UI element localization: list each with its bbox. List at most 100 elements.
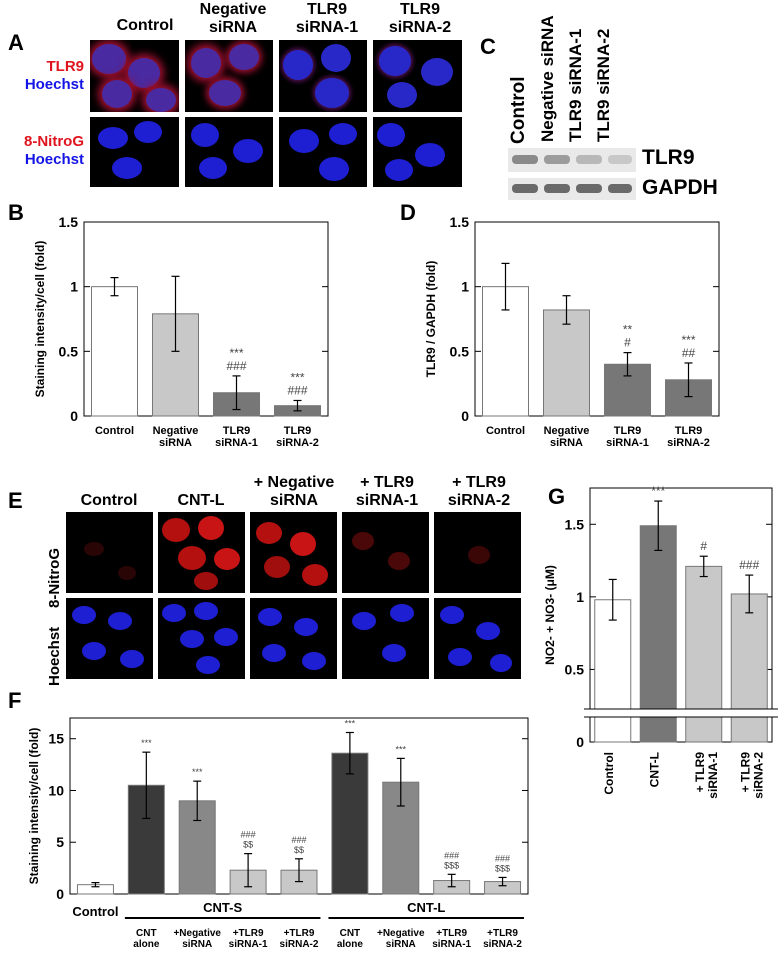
panel-a-row2-stain: 8-NitroG (24, 133, 84, 150)
plot-frame (589, 487, 773, 743)
x-category-label: + TLR9siRNA-1 (693, 752, 720, 799)
y-tick-label: 1 (576, 589, 584, 605)
x-category-label: +TLR9 siRNA-2 (483, 928, 522, 950)
significance-marker: # (624, 336, 631, 350)
significance-marker: *** (141, 738, 152, 748)
y-tick-label: 1.5 (450, 214, 470, 230)
micrograph-e-nitrog-control (66, 512, 153, 593)
significance-marker: ### (495, 853, 510, 863)
panel-label-c: C (480, 34, 496, 59)
significance-marker: *** (229, 346, 243, 360)
bar (639, 525, 677, 743)
y-tick-label: 0 (461, 408, 469, 424)
panel-label-b: B (8, 200, 24, 225)
significance-marker: $$ (294, 845, 304, 855)
y-tick-label: 0.5 (59, 343, 79, 359)
bar (91, 286, 138, 417)
micrograph-a-tlr9-sirna2 (373, 40, 462, 112)
y-axis-label: Staining intensity/cell (fold) (33, 241, 47, 398)
micrograph-e-hoechst-sirna2 (434, 598, 521, 679)
y-tick-label: 1 (70, 279, 78, 295)
x-category-label: +TLR9 siRNA-2 (280, 928, 319, 950)
micrograph-e-nitrog-negative (250, 512, 337, 593)
significance-marker: ### (226, 359, 246, 373)
panel-label-f: F (8, 688, 22, 713)
panel-a-col-negative: Negative siRNA (199, 1, 267, 36)
panel-e-col-negative: + Negative siRNA (253, 474, 335, 509)
panel-c-band-gapdh: GAPDH (642, 176, 718, 199)
micrograph-e-nitrog-sirna2 (434, 512, 521, 593)
panel-c-lane-tlr9-2: TLR9 siRNA-2 (594, 28, 613, 142)
chart-f: 0 5 10 15 Staining intensity/cell (fold) Cont… (27, 717, 529, 950)
micrograph-a-nitrog-control (90, 117, 179, 187)
x-category-label: + TLR9siRNA-2 (738, 752, 765, 799)
panel-a-col-tlr9-1: TLR9 siRNA-1 (295, 1, 359, 36)
x-category-label: +TLR9 siRNA-1 (432, 928, 471, 950)
western-blot-tlr9 (508, 148, 636, 172)
y-axis-label: Staining intensity/cell (fold) (27, 728, 41, 885)
panel-e-row-hoechst: Hoechst (46, 626, 63, 686)
panel-label-d: D (400, 200, 416, 225)
significance-marker: $$ (243, 840, 253, 850)
significance-marker: ### (444, 850, 459, 860)
x-category-label: Control (486, 425, 525, 437)
significance-marker: $$$ (495, 863, 510, 873)
x-category-label: CNT-L (647, 752, 661, 787)
panel-e-row-nitrog: 8-NitroG (46, 548, 63, 608)
micrograph-e-nitrog-cntl (158, 512, 245, 593)
y-tick-label: 10 (48, 782, 64, 798)
y-tick-label: 1.5 (59, 214, 79, 230)
micrograph-a-tlr9-control (90, 40, 179, 112)
micrograph-e-hoechst-sirna1 (342, 598, 429, 679)
group-label: CNT-S (203, 900, 242, 915)
chart-b: 0 0.5 1 1.5 Staining intensity/cell (fold) Co… (33, 214, 329, 449)
y-tick-label: 0.5 (565, 661, 585, 677)
x-category-label: Negative siRNA (153, 425, 199, 449)
micrograph-e-nitrog-sirna1 (342, 512, 429, 593)
significance-marker: *** (345, 718, 356, 728)
chart-f-plot: 0 5 10 15 Staining intensity/cell (fold) Cont… (27, 717, 529, 950)
significance-marker: ** (623, 323, 633, 337)
panel-a-row1-counter: Hoechst (24, 76, 84, 93)
y-tick-label: 0 (576, 734, 584, 750)
x-category-label: Control (72, 904, 118, 919)
y-axis-label: NO2- + NO3- (μM) (543, 565, 557, 665)
micrograph-e-hoechst-control (66, 598, 153, 679)
micrograph-a-nitrog-sirna1 (279, 117, 367, 187)
micrograph-a-tlr9-sirna1 (279, 40, 367, 112)
significance-marker: ### (739, 558, 759, 572)
significance-marker: *** (192, 767, 203, 777)
x-category-label: Negative siRNA (544, 425, 590, 449)
significance-marker: ### (241, 830, 256, 840)
panel-label-g: G (548, 484, 566, 509)
y-tick-label: 0 (56, 886, 64, 902)
chart-g: 0 0.5 1 1.5 NO2- + NO3- (μM) Control *** CNT-L #… (543, 484, 778, 799)
significance-marker: *** (681, 333, 695, 347)
panel-e-col-cntl: CNT-L (177, 492, 225, 509)
panel-a-col-tlr9-2: TLR9 siRNA-2 (388, 1, 452, 36)
panel-c-lane-tlr9-1: TLR9 siRNA-1 (566, 28, 585, 142)
x-category-label: CNT alone (133, 928, 160, 950)
panel-c-lane-control: Control (508, 76, 529, 144)
y-tick-label: 0 (70, 408, 78, 424)
bar (594, 599, 632, 743)
micrograph-e-hoechst-cntl (158, 598, 245, 679)
x-category-label: TLR9 siRNA-1 (215, 425, 258, 449)
chart-d-plot: 0 0.5 1 1.5 TLR9 / GAPDH (fold) Control Negati… (424, 214, 720, 449)
axis-break (588, 708, 774, 717)
bar (730, 593, 768, 743)
significance-marker: *** (651, 484, 665, 498)
panel-a-row2-counter: Hoechst (24, 151, 84, 168)
y-tick-label: 5 (56, 834, 64, 850)
x-category-label: TLR9 siRNA-1 (606, 425, 649, 449)
panel-label-a: A (8, 30, 24, 55)
significance-marker: *** (290, 370, 304, 384)
y-axis-label: TLR9 / GAPDH (fold) (424, 261, 438, 378)
x-category-label: +Negative siRNA (377, 928, 425, 950)
panel-e-col-tlr9-1: + TLR9 siRNA-1 (355, 474, 419, 509)
significance-marker: ## (682, 346, 696, 360)
significance-marker: ### (287, 383, 307, 397)
micrograph-a-nitrog-negative (185, 117, 273, 187)
plot-frame (474, 221, 720, 417)
x-category-label: CNT alone (337, 928, 364, 950)
